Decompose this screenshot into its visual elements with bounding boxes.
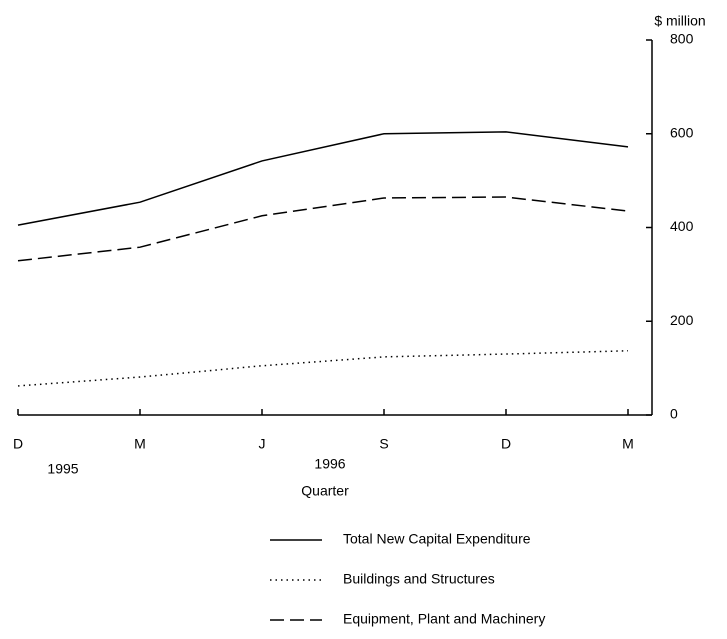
legend-label: Equipment, Plant and Machinery (343, 611, 545, 627)
year-label: 1995 (47, 461, 78, 477)
x-tick-label: M (622, 436, 634, 452)
series-line (17, 196, 629, 262)
y-axis-label: $ million (654, 13, 705, 29)
x-tick-label: S (379, 436, 388, 452)
y-tick-label: 200 (670, 312, 694, 328)
series-line (17, 350, 629, 387)
x-axis-label: Quarter (301, 483, 349, 499)
y-tick-label: 800 (670, 31, 694, 47)
x-tick-label: D (13, 436, 23, 452)
legend-label: Buildings and Structures (343, 571, 495, 587)
x-tick-label: M (134, 436, 146, 452)
legend-label: Total New Capital Expenditure (343, 531, 531, 547)
year-label: 1996 (314, 456, 345, 472)
y-tick-label: 0 (670, 406, 678, 422)
series-line (17, 131, 629, 226)
y-tick-label: 400 (670, 218, 694, 234)
x-tick-label: D (501, 436, 511, 452)
x-tick-label: J (259, 436, 266, 452)
y-tick-label: 600 (670, 124, 694, 140)
